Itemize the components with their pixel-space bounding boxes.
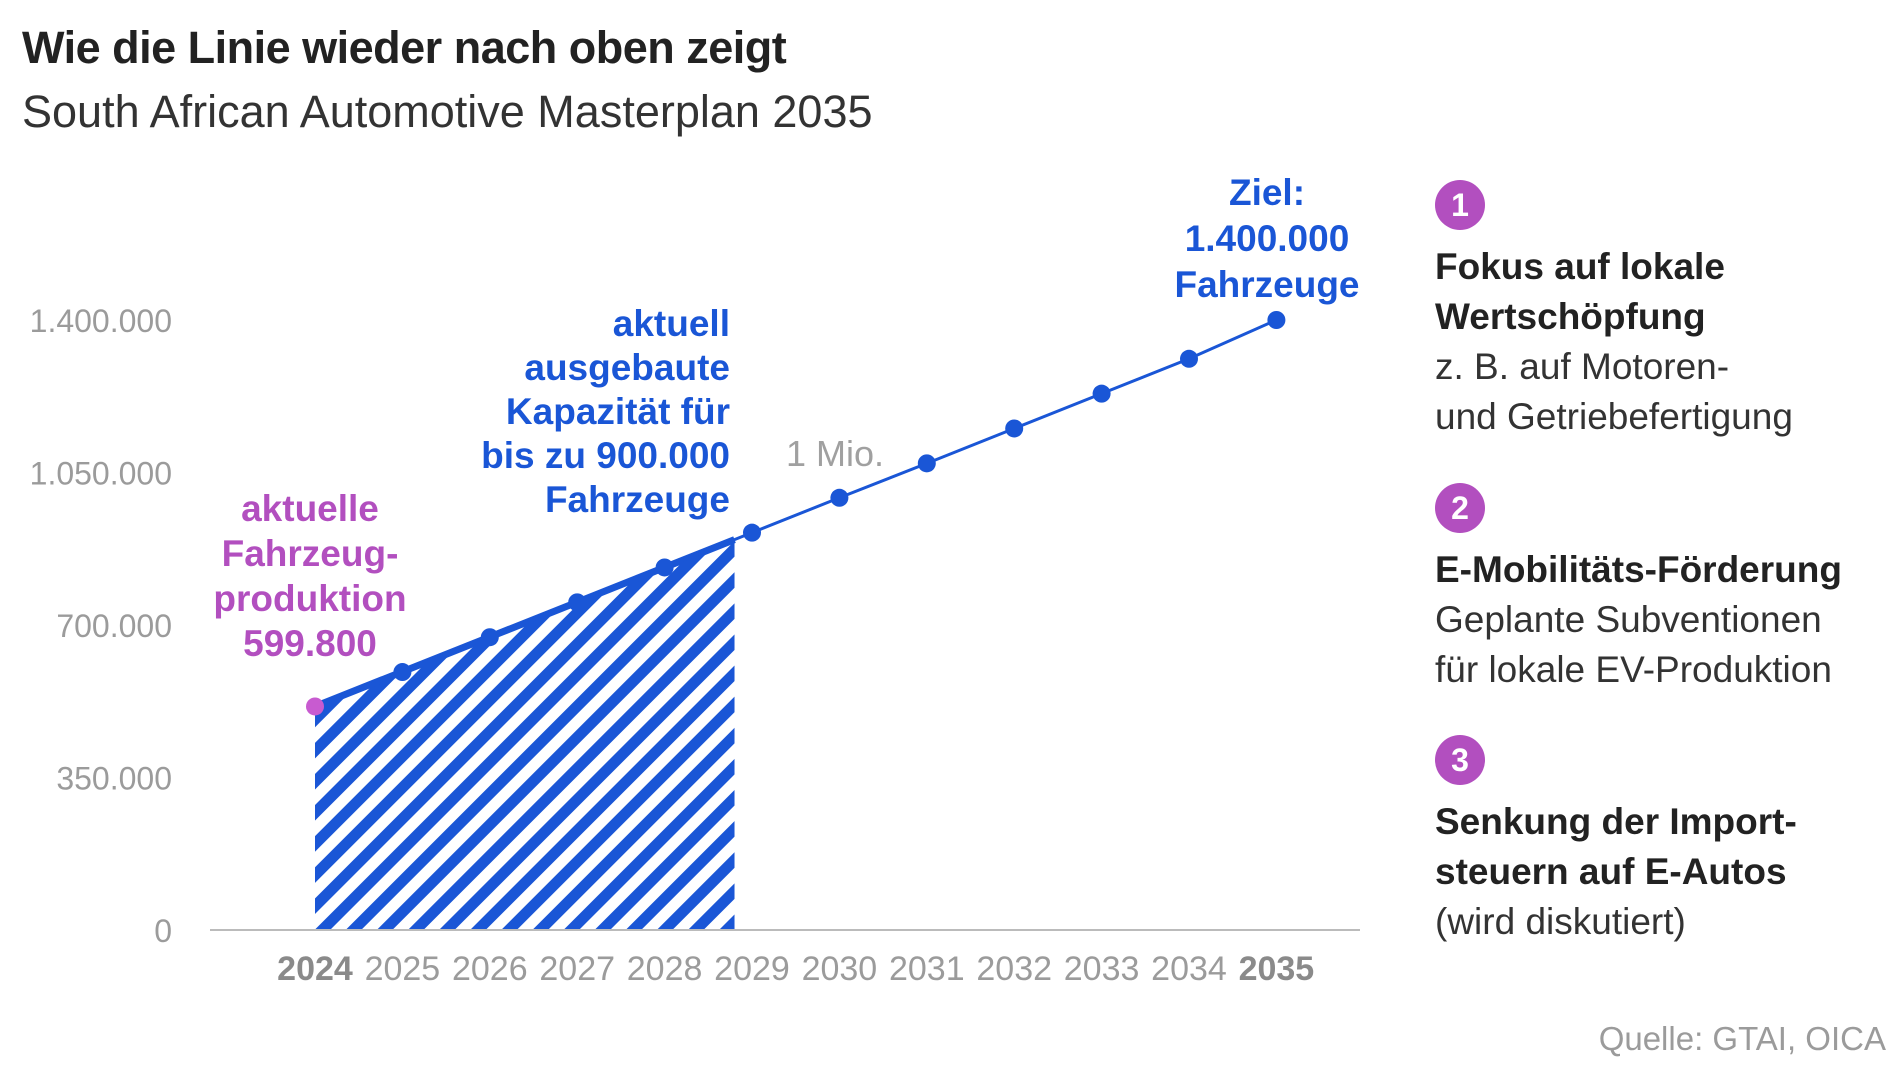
data-point [917, 454, 936, 473]
x-tick-label: 2026 [452, 950, 528, 988]
side-item-3-heading-line: steuern auf E-Autos [1435, 851, 1787, 892]
side-item-1-text: z. B. auf Motoren- und Getriebefertigung [1435, 342, 1895, 442]
y-tick-label: 350.000 [56, 761, 172, 797]
side-item-3-heading-line: Senkung der Import- [1435, 801, 1797, 842]
data-point [480, 628, 499, 647]
data-point [655, 558, 674, 577]
data-point [1005, 419, 1024, 438]
data-point [568, 593, 587, 612]
line-layer [306, 311, 1286, 716]
line-chart: 0 350.000 700.000 1.050.000 1.400.000 2024 202… [30, 172, 1360, 988]
side-item-2-text: Geplante Subventionen für lokale EV-Prod… [1435, 595, 1895, 695]
x-tick-label: 2028 [627, 950, 703, 988]
x-tick-label: 2034 [1151, 950, 1227, 988]
axis-layer: 0 350.000 700.000 1.050.000 1.400.000 2024 202… [30, 303, 1360, 988]
y-tick-label: 700.000 [56, 608, 172, 644]
data-point [743, 523, 761, 542]
annotation-current-capacity: aktuell [613, 303, 730, 344]
side-item-3-text: (wird diskutiert) [1435, 897, 1895, 947]
data-point [1180, 349, 1198, 368]
side-item-3: 3 Senkung der Import- steuern auf E-Auto… [1435, 735, 1895, 947]
x-tick-label: 2024 [277, 950, 353, 988]
side-item-1-heading-line: Fokus auf lokale [1435, 246, 1725, 287]
number-badge-2: 2 [1435, 483, 1485, 533]
side-item-3-heading: Senkung der Import- steuern auf E-Autos [1435, 797, 1895, 897]
annotation-current-production: 599.800 [243, 623, 377, 664]
side-item-3-text-line: (wird diskutiert) [1435, 901, 1686, 942]
side-item-2-heading-line: E-Mobilitäts-Förderung [1435, 549, 1842, 590]
annotation-target: 1.400.000 [1185, 218, 1350, 259]
side-item-1: 1 Fokus auf lokale Wertschöpfung z. B. a… [1435, 180, 1895, 442]
annotation-current-production: aktuelle [241, 488, 379, 529]
x-tick-label: 2030 [802, 950, 878, 988]
chart-title: Wie die Linie wieder nach oben zeigt [22, 22, 787, 73]
annotation-one-million: 1 Mio. [786, 433, 884, 474]
side-item-1-text-line: z. B. auf Motoren- [1435, 346, 1730, 387]
annotation-target: Ziel: [1229, 172, 1305, 213]
side-item-2-text-line: für lokale EV-Produktion [1435, 649, 1832, 690]
side-item-1-heading-line: Wertschöpfung [1435, 296, 1706, 337]
annotation-current-capacity: bis zu 900.000 [481, 435, 730, 476]
data-point [393, 663, 412, 682]
series-line [314, 318, 1278, 708]
x-tick-label: 2031 [889, 950, 965, 988]
x-tick-label: 2027 [539, 950, 615, 988]
annotation-current-capacity: Kapazität für [506, 391, 730, 432]
annotation-current-capacity: Fahrzeuge [545, 479, 730, 520]
hatched-capacity-area [315, 539, 735, 930]
x-tick-label: 2035 [1239, 950, 1315, 988]
chart-subtitle: South African Automotive Masterplan 2035 [22, 86, 873, 137]
side-item-2-heading: E-Mobilitäts-Förderung [1435, 545, 1895, 595]
side-item-1-text-line: und Getriebefertigung [1435, 396, 1793, 437]
number-badge-3: 3 [1435, 735, 1485, 785]
x-tick-label: 2032 [976, 950, 1052, 988]
y-tick-label: 1.400.000 [30, 303, 172, 339]
x-tick-label: 2025 [365, 950, 441, 988]
x-tick-label: 2033 [1064, 950, 1140, 988]
side-item-2: 2 E-Mobilitäts-Förderung Geplante Subven… [1435, 483, 1895, 695]
side-item-2-text-line: Geplante Subventionen [1435, 599, 1822, 640]
annotation-current-production: produktion [213, 578, 406, 619]
annotation-current-capacity: ausgebaute [524, 347, 730, 388]
number-badge-1: 1 [1435, 180, 1485, 230]
source-note: Quelle: GTAI, OICA [1598, 1020, 1886, 1057]
data-point [1092, 384, 1111, 403]
annotation-current-production: Fahrzeug- [222, 533, 399, 574]
start-data-point [306, 697, 324, 716]
y-tick-label: 0 [154, 913, 172, 949]
data-point [1267, 311, 1286, 329]
x-tick-label: 2029 [714, 950, 790, 988]
annotation-target: Fahrzeuge [1174, 264, 1359, 305]
y-tick-label: 1.050.000 [30, 456, 172, 492]
side-item-1-heading: Fokus auf lokale Wertschöpfung [1435, 242, 1895, 342]
data-point [830, 488, 849, 507]
